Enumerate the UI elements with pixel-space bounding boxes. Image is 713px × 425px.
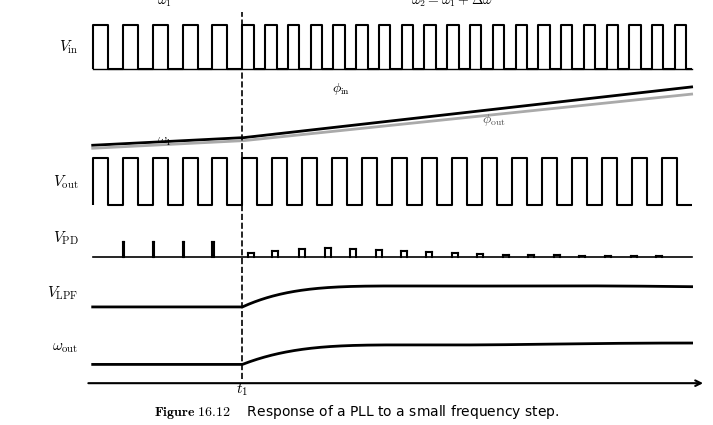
Text: $\phi_{\mathrm{in}}$: $\phi_{\mathrm{in}}$ xyxy=(332,81,350,97)
Text: $\phi_{\mathrm{out}}$: $\phi_{\mathrm{out}}$ xyxy=(482,112,506,128)
Text: $V_{\mathrm{out}}$: $V_{\mathrm{out}}$ xyxy=(53,173,78,191)
Text: $\omega_2 = \omega_1 + \Delta\omega$: $\omega_2 = \omega_1 + \Delta\omega$ xyxy=(411,0,493,9)
Text: $\omega_{\mathrm{out}}$: $\omega_{\mathrm{out}}$ xyxy=(52,340,78,355)
Text: $\omega_1$: $\omega_1$ xyxy=(157,0,172,9)
Text: $V_{\mathrm{PD}}$: $V_{\mathrm{PD}}$ xyxy=(53,230,78,247)
Text: $\mathbf{Figure\ 16.12}$    Response of a PLL to a small frequency step.: $\mathbf{Figure\ 16.12}$ Response of a P… xyxy=(154,403,559,421)
Text: $t_1$: $t_1$ xyxy=(237,381,248,398)
Text: $V_{\mathrm{LPF}}$: $V_{\mathrm{LPF}}$ xyxy=(47,284,78,302)
Text: $\omega_1$: $\omega_1$ xyxy=(157,134,172,148)
Text: $V_{\mathrm{in}}$: $V_{\mathrm{in}}$ xyxy=(59,38,78,56)
